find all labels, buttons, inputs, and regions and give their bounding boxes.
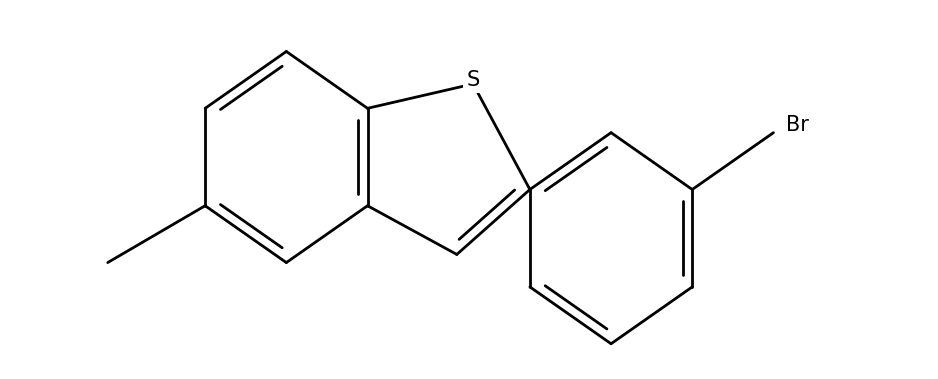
Text: Br: Br — [786, 114, 809, 135]
Text: S: S — [466, 70, 479, 90]
